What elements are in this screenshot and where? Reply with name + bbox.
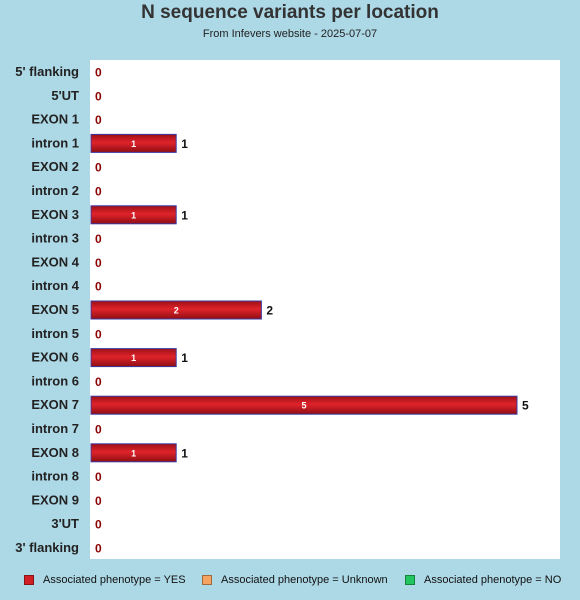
legend-swatch bbox=[202, 575, 212, 585]
bar bbox=[90, 395, 518, 415]
legend-label: Associated phenotype = Unknown bbox=[221, 574, 388, 586]
legend-item: Associated phenotype = Unknown bbox=[202, 574, 388, 586]
bar-data-label: 1 bbox=[131, 210, 136, 220]
category-label: intron 4 bbox=[31, 278, 79, 293]
bar-data-label: 2 bbox=[174, 306, 179, 316]
legend-label: Associated phenotype = NO bbox=[424, 574, 562, 586]
bar bbox=[90, 133, 177, 153]
category-label: 5' flanking bbox=[15, 64, 79, 79]
total-label: 5 bbox=[522, 399, 529, 413]
category-label: intron 8 bbox=[31, 469, 79, 484]
legend-item: Associated phenotype = NO bbox=[405, 574, 561, 586]
chart-subtitle: From Infevers website - 2025-07-07 bbox=[202, 28, 378, 40]
bar-data-label: 5 bbox=[301, 401, 306, 411]
category-label: 3'UT bbox=[51, 516, 79, 531]
category-label: EXON 8 bbox=[31, 445, 79, 460]
category-label: intron 5 bbox=[31, 326, 79, 341]
total-label: 0 bbox=[95, 256, 102, 270]
legend-item: Associated phenotype = YES bbox=[24, 574, 186, 586]
legend-label: Associated phenotype = YES bbox=[43, 574, 186, 586]
category-label: EXON 1 bbox=[31, 112, 79, 127]
bar bbox=[90, 205, 177, 225]
category-label: EXON 6 bbox=[31, 350, 79, 365]
total-label: 0 bbox=[95, 280, 102, 294]
bar-data-label: 1 bbox=[131, 353, 136, 363]
category-label: intron 2 bbox=[31, 183, 79, 198]
total-label: 0 bbox=[95, 470, 102, 484]
total-label: 0 bbox=[95, 66, 102, 80]
category-label: intron 1 bbox=[31, 135, 79, 150]
bar-data-label: 1 bbox=[131, 139, 136, 149]
category-label: EXON 7 bbox=[31, 397, 79, 412]
total-label: 0 bbox=[95, 518, 102, 532]
category-label: 5'UT bbox=[51, 88, 79, 103]
category-label: EXON 9 bbox=[31, 492, 79, 507]
bar bbox=[90, 348, 177, 368]
legend-swatch bbox=[405, 575, 415, 585]
total-label: 1 bbox=[181, 137, 188, 151]
category-label: EXON 2 bbox=[31, 159, 79, 174]
total-label: 0 bbox=[95, 327, 102, 341]
total-label: 0 bbox=[95, 232, 102, 246]
legend: Associated phenotype = YES Associated phe… bbox=[0, 574, 580, 592]
bar bbox=[90, 443, 177, 463]
category-label: 3' flanking bbox=[15, 540, 79, 555]
total-label: 0 bbox=[95, 494, 102, 508]
category-label: intron 7 bbox=[31, 421, 79, 436]
legend-swatch bbox=[24, 575, 34, 585]
bar-data-label: 1 bbox=[131, 448, 136, 458]
category-label: EXON 4 bbox=[31, 254, 79, 269]
total-label: 0 bbox=[95, 542, 102, 556]
total-label: 0 bbox=[95, 375, 102, 389]
bar bbox=[90, 300, 262, 320]
total-label: 0 bbox=[95, 161, 102, 175]
category-label: intron 3 bbox=[31, 231, 79, 246]
chart-title: N sequence variants per location bbox=[141, 2, 439, 23]
total-label: 1 bbox=[181, 446, 188, 460]
total-label: 1 bbox=[181, 351, 188, 365]
total-label: 0 bbox=[95, 185, 102, 199]
category-label: intron 6 bbox=[31, 373, 79, 388]
total-label: 0 bbox=[95, 113, 102, 127]
total-label: 2 bbox=[266, 304, 273, 318]
category-label: EXON 3 bbox=[31, 207, 79, 222]
category-label: EXON 5 bbox=[31, 302, 79, 317]
total-label: 1 bbox=[181, 208, 188, 222]
total-label: 0 bbox=[95, 89, 102, 103]
total-label: 0 bbox=[95, 423, 102, 437]
